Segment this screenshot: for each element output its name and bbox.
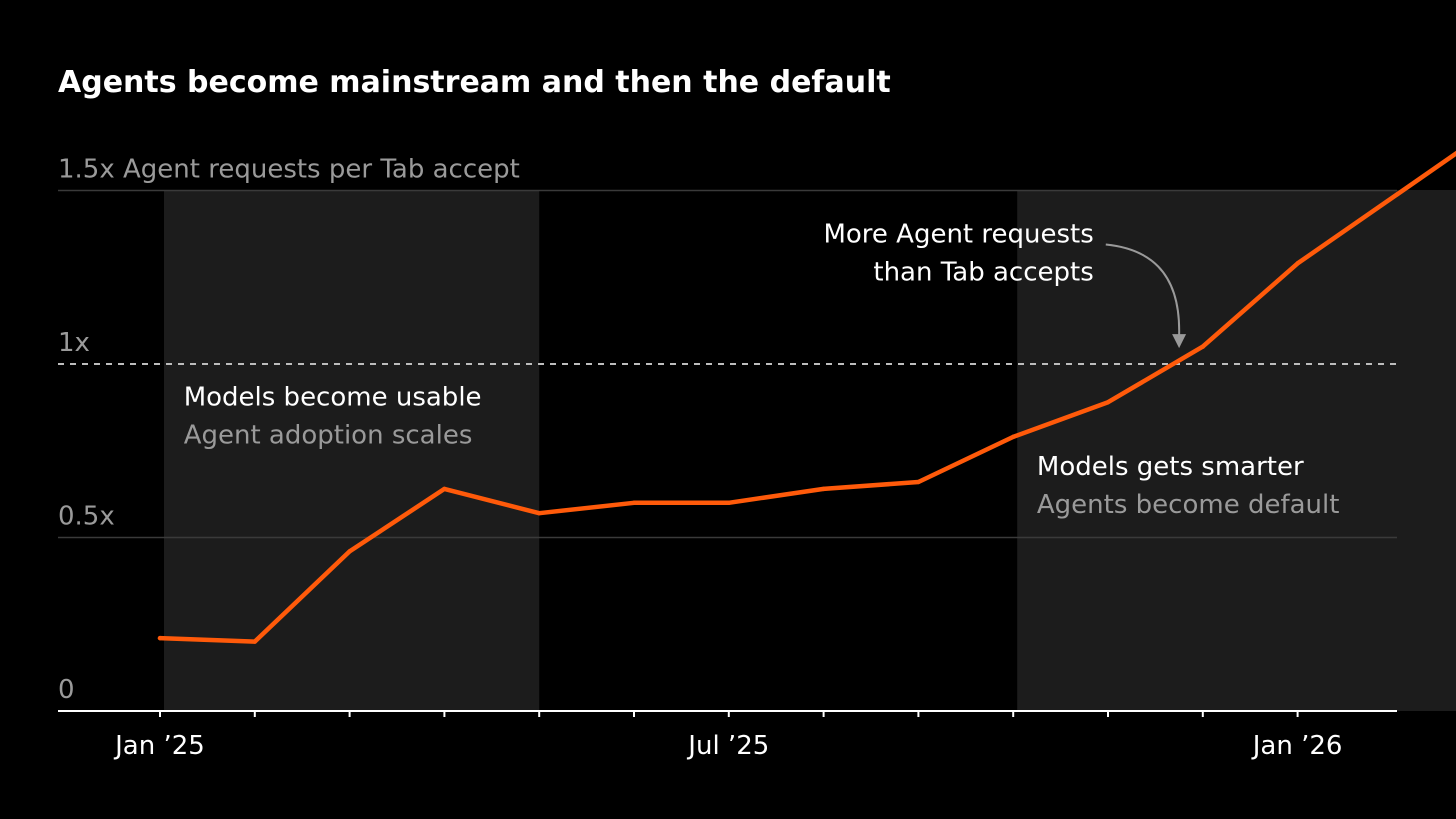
annotation-arrow [1105,243,1181,337]
shaded-region-2 [1017,190,1456,711]
data-point [1200,344,1206,349]
annotation-smarter-line-2: Agents become default [1037,490,1340,520]
x-tick-label: Jul ’25 [686,731,769,761]
x-tick-label: Jan ’26 [1251,731,1343,761]
data-point [347,549,352,554]
annotations: Models become usable Agent adoption scale… [184,220,1340,520]
data-point [631,500,637,505]
chart-title: Agents become mainstream and then the de… [58,65,891,100]
gridlines [58,189,1397,539]
annotation-crossover-line-2: than Tab accepts [873,258,1093,288]
y-tick-label: 0 [58,675,75,705]
series-line-group [157,150,1456,644]
annotation-smarter-line-1: Models gets smarter [1037,452,1304,482]
data-point [1105,399,1111,405]
data-point [916,479,921,485]
x-tick-label: Jan ’25 [113,731,205,761]
shaded-regions [164,190,1456,711]
tick-labels: 0 0.5x 1x 1.5x Agent requests per Tab accep… [58,155,1342,762]
annotation-crossover-line-1: More Agent requests [823,220,1093,250]
data-point [157,635,163,641]
data-point [726,500,731,505]
y-tick-label: 0.5x [58,502,115,532]
y-tick-label: 1x [58,328,90,358]
data-point [442,486,447,492]
series-line [157,150,1456,644]
y-tick-label: 1.5x Agent requests per Tab accept [58,155,520,185]
data-point [821,486,826,492]
annotation-arrowhead [1172,334,1187,349]
annotation-usable-line-2: Agent adoption scales [184,421,473,451]
annotation-usable-line-1: Models become usable [184,383,482,413]
data-point [252,639,257,644]
data-point [1295,261,1300,266]
shaded-region-1 [164,190,540,711]
data-point [537,511,542,516]
data-point [1011,434,1016,440]
x-axis [58,710,1397,717]
